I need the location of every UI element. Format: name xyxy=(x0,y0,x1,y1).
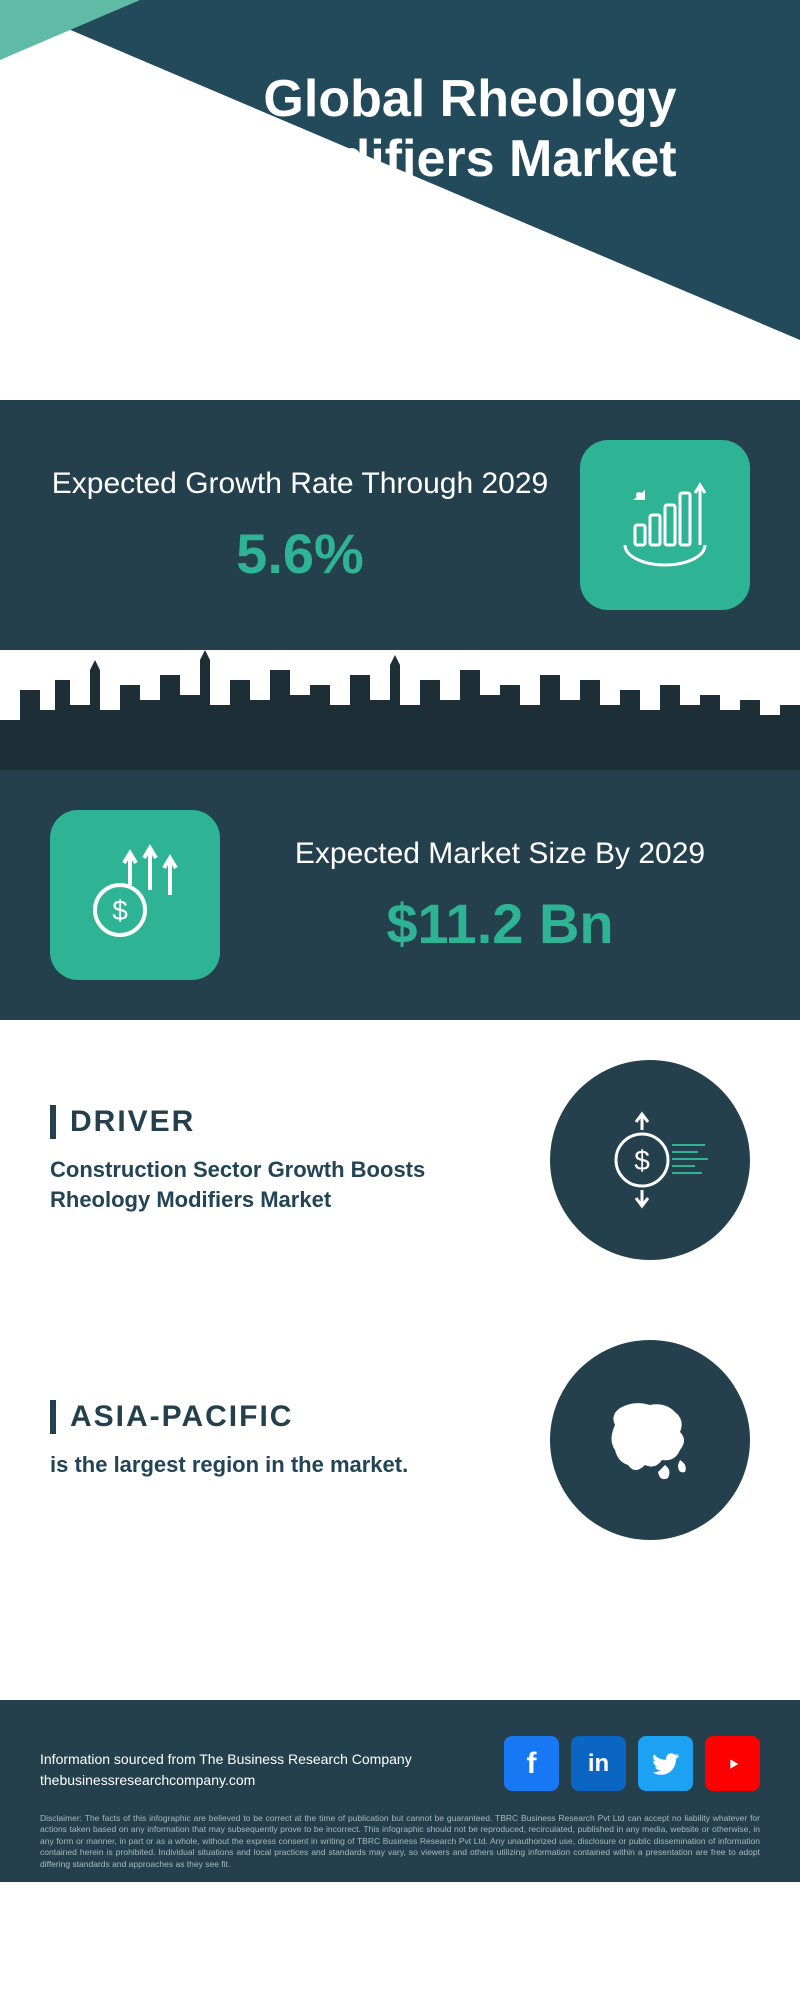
market-size-value: $11.2 Bn xyxy=(250,891,750,956)
spacer xyxy=(0,1580,800,1700)
driver-text: DRIVER Construction Sector Growth Boosts… xyxy=(50,1105,510,1214)
footer-row: Information sourced from The Business Re… xyxy=(40,1736,760,1791)
driver-heading: DRIVER xyxy=(50,1105,510,1139)
growth-label: Expected Growth Rate Through 2029 xyxy=(50,464,550,503)
header-fold-shape xyxy=(0,0,140,60)
youtube-icon[interactable] xyxy=(705,1736,760,1791)
twitter-icon[interactable] xyxy=(638,1736,693,1791)
growth-value: 5.6% xyxy=(50,521,550,586)
asia-map-icon xyxy=(550,1340,750,1540)
svg-text:$: $ xyxy=(112,895,128,926)
region-text: ASIA-PACIFIC is the largest region in th… xyxy=(50,1400,510,1480)
linkedin-icon[interactable]: in xyxy=(571,1736,626,1791)
social-row: f in xyxy=(504,1736,760,1791)
market-size-band: $ Expected Market Size By 2029 $11.2 Bn xyxy=(0,770,800,1020)
market-size-label: Expected Market Size By 2029 xyxy=(250,834,750,873)
page-title: Global Rheology Modifiers Market xyxy=(190,70,750,190)
header: Global Rheology Modifiers Market xyxy=(0,0,800,400)
footer-url: thebusinessresearchcompany.com xyxy=(40,1770,412,1791)
driver-block: DRIVER Construction Sector Growth Boosts… xyxy=(0,1020,800,1300)
growth-text-block: Expected Growth Rate Through 2029 5.6% xyxy=(50,464,550,586)
dollar-arrows-icon: $ xyxy=(50,810,220,980)
driver-body: Construction Sector Growth Boosts Rheolo… xyxy=(50,1155,510,1214)
city-skyline-decoration xyxy=(0,650,800,770)
facebook-icon[interactable]: f xyxy=(504,1736,559,1791)
footer-source: Information sourced from The Business Re… xyxy=(40,1749,412,1770)
market-size-text-block: Expected Market Size By 2029 $11.2 Bn xyxy=(250,834,750,956)
footer: Information sourced from The Business Re… xyxy=(0,1700,800,1882)
region-block: ASIA-PACIFIC is the largest region in th… xyxy=(0,1300,800,1580)
footer-source-block: Information sourced from The Business Re… xyxy=(40,1749,412,1791)
growth-chart-icon xyxy=(580,440,750,610)
region-heading: ASIA-PACIFIC xyxy=(50,1400,510,1434)
dollar-cycle-icon: $ xyxy=(550,1060,750,1260)
svg-text:$: $ xyxy=(634,1145,650,1176)
growth-band: Expected Growth Rate Through 2029 5.6% xyxy=(0,400,800,650)
disclaimer: Disclaimer: The facts of this infographi… xyxy=(40,1813,760,1870)
region-body: is the largest region in the market. xyxy=(50,1450,510,1480)
